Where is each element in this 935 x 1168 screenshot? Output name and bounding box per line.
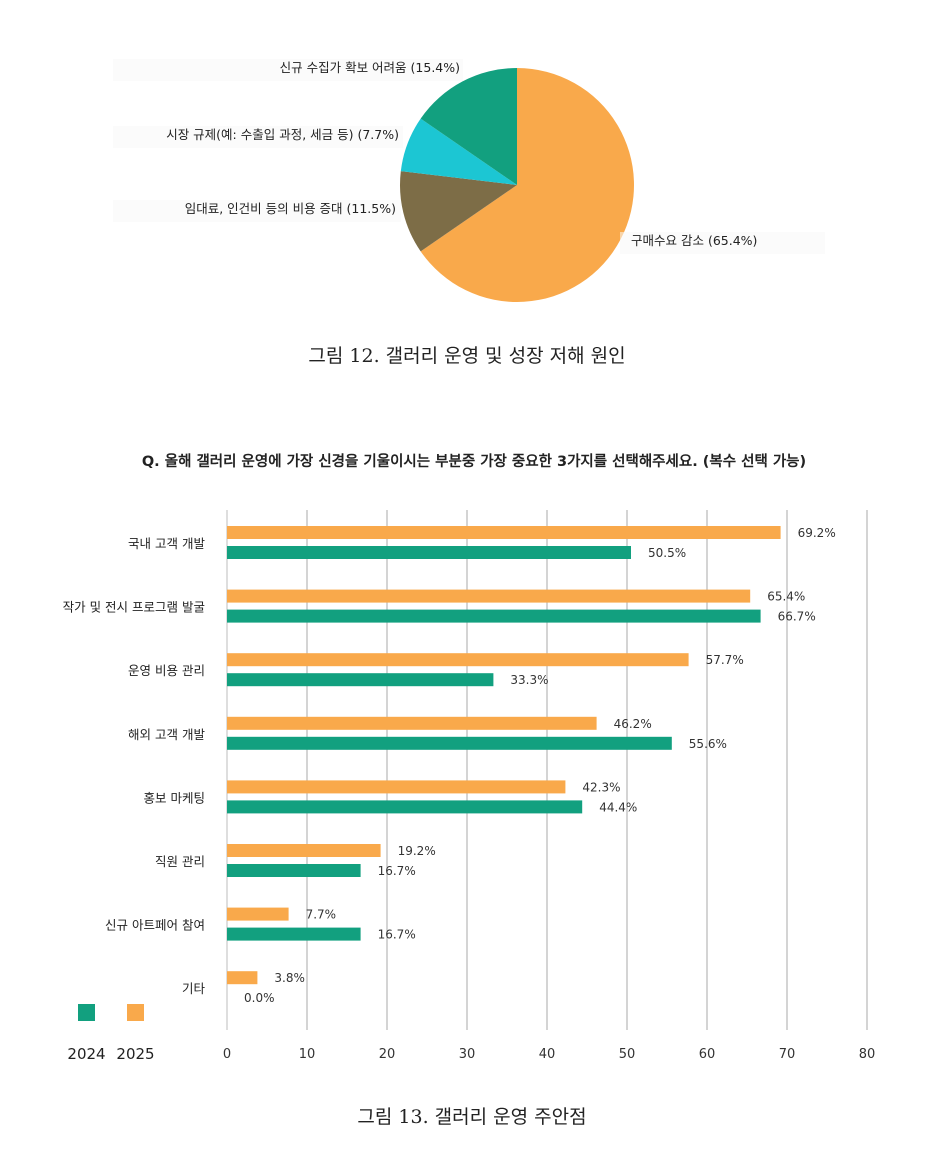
x-tick-label: 60 <box>699 1047 716 1062</box>
category-label: 홍보 마케팅 <box>144 790 205 805</box>
legend-label-2024: 2024 <box>67 1045 105 1063</box>
x-tick-label: 10 <box>299 1047 316 1062</box>
bar-value-label-2024: 44.4% <box>599 800 637 814</box>
x-tick-label: 40 <box>539 1047 556 1062</box>
category-label: 신규 아트페어 참여 <box>105 918 205 933</box>
x-tick-label: 0 <box>223 1047 231 1062</box>
bar-value-label-2024: 50.5% <box>648 546 686 560</box>
x-tick-label: 20 <box>379 1047 396 1062</box>
category-label: 해외 고객 개발 <box>128 727 205 742</box>
category-label: 운영 비용 관리 <box>128 663 205 678</box>
pie-slice-label: 임대료, 인건비 등의 비용 증대 (11.5%) <box>185 201 396 216</box>
legend-label-2025: 2025 <box>116 1045 154 1063</box>
pie-label-band <box>113 200 401 222</box>
bar-2025 <box>227 971 258 985</box>
pie-slice <box>420 68 517 185</box>
bar-value-label-2025: 19.2% <box>398 844 436 858</box>
bar-2024 <box>227 800 583 814</box>
bar-value-label-2024: 33.3% <box>510 673 548 687</box>
bar-2024 <box>227 927 361 941</box>
question-title: Q. 올해 갤러리 운영에 가장 신경을 기울이시는 부분중 가장 중요한 3가… <box>142 452 806 470</box>
pie-label-band <box>113 59 463 81</box>
pie-slice <box>420 68 635 302</box>
legend: 2024 2025 <box>67 1004 155 1063</box>
category-label: 국내 고객 개발 <box>128 536 205 551</box>
bar-2025 <box>227 526 781 539</box>
bar-2025 <box>227 844 381 857</box>
pie-label-band <box>620 232 825 254</box>
bar-2024 <box>227 864 361 877</box>
bar-value-label-2025: 46.2% <box>614 717 652 731</box>
pie-slice <box>399 171 517 252</box>
category-label: 기타 <box>182 981 206 996</box>
figure-12-caption: 그림 12. 갤러리 운영 및 성장 저해 원인 <box>308 345 625 367</box>
bar-2024 <box>227 546 631 559</box>
bar-2025 <box>227 780 566 794</box>
bar-value-label-2024: 0.0% <box>244 991 275 1005</box>
bar-2024 <box>227 673 494 687</box>
bar-2024 <box>227 609 761 623</box>
x-tick-label: 70 <box>779 1047 796 1062</box>
pie-label-band <box>113 126 403 148</box>
bar-value-label-2024: 66.7% <box>778 610 816 624</box>
category-label: 작가 및 전시 프로그램 발굴 <box>63 600 205 615</box>
bar-value-label-2024: 16.7% <box>378 928 416 942</box>
bar-value-label-2024: 55.6% <box>689 737 727 751</box>
pie-slice <box>400 118 517 185</box>
pie-slice-label: 신규 수집가 확보 어려움 (15.4%) <box>280 60 460 75</box>
pie-slice-label: 시장 규제(예: 수출입 과정, 세금 등) (7.7%) <box>166 127 399 142</box>
bar-2025 <box>227 653 689 667</box>
bar-value-label-2024: 16.7% <box>378 864 416 878</box>
pie-slice-label: 구매수요 감소 (65.4%) <box>631 233 757 248</box>
bar-2024 <box>227 736 672 750</box>
bar-2025 <box>227 716 597 730</box>
figure-13-caption: 그림 13. 갤러리 운영 주안점 <box>357 1106 586 1128</box>
pie-chart: 구매수요 감소 (65.4%) 임대료, 인건비 등의 비용 증대 (11.5%)… <box>113 59 825 302</box>
bar-value-label-2025: 42.3% <box>582 780 620 794</box>
legend-swatch-2025 <box>127 1004 144 1021</box>
bar-value-label-2025: 7.7% <box>306 908 337 922</box>
bar-value-label-2025: 57.7% <box>706 653 744 667</box>
bar-2025 <box>227 907 289 921</box>
x-tick-label: 50 <box>619 1047 636 1062</box>
x-tick-label: 80 <box>859 1047 876 1062</box>
bar-2025 <box>227 589 751 603</box>
bar-value-label-2025: 65.4% <box>767 590 805 604</box>
category-label: 직원 관리 <box>155 854 205 869</box>
x-tick-label: 30 <box>459 1047 476 1062</box>
bar-value-label-2025: 3.8% <box>274 971 305 985</box>
bar-chart: 국내 고객 개발 69.2% 50.5% 작가 및 전시 프로그램 발굴 65.4% 66… <box>63 526 836 1005</box>
bar-value-label-2025: 69.2% <box>798 526 836 540</box>
legend-swatch-2024 <box>78 1004 95 1021</box>
